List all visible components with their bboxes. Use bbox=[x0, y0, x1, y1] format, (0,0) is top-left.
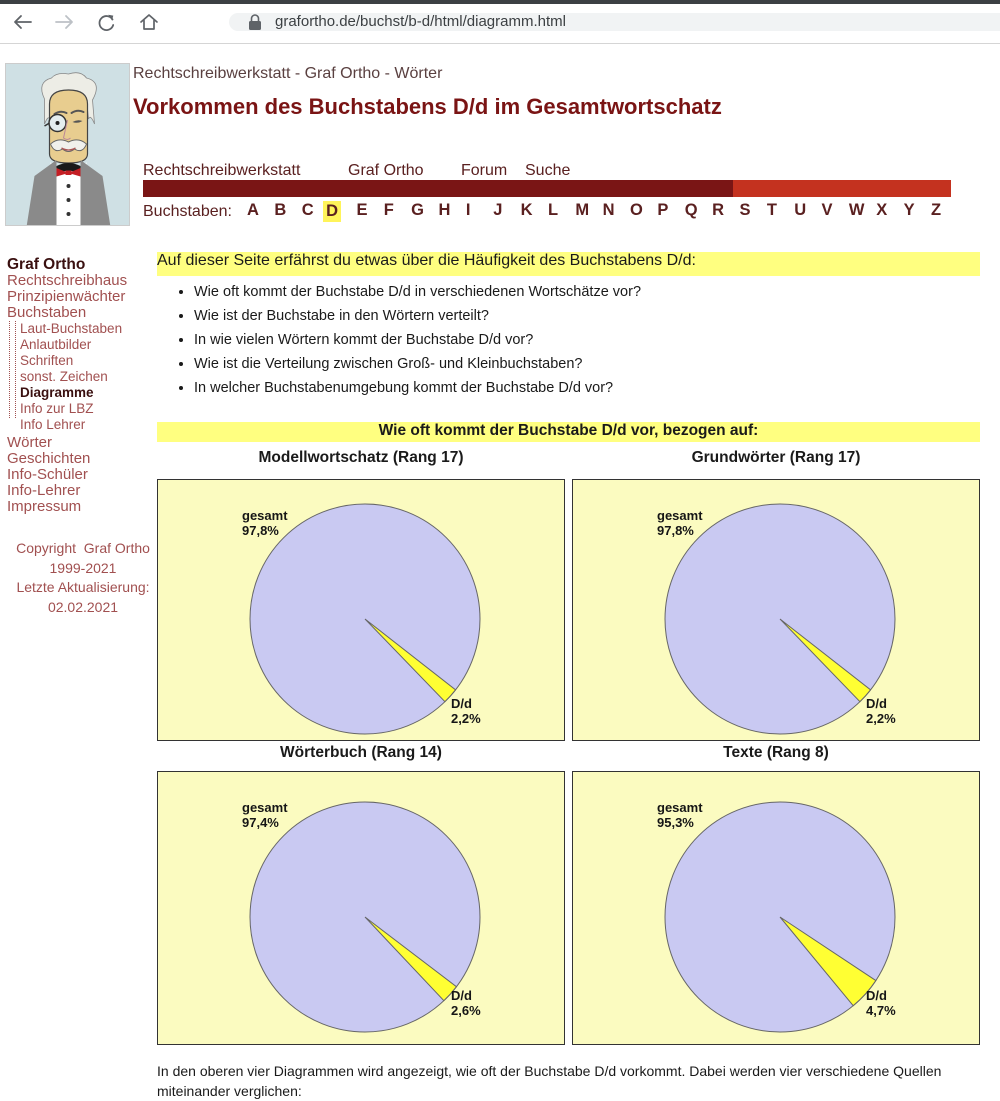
svg-text:2,2%: 2,2% bbox=[451, 711, 481, 726]
svg-text:95,3%: 95,3% bbox=[657, 815, 694, 830]
svg-text:D/d: D/d bbox=[451, 696, 472, 711]
svg-text:2,2%: 2,2% bbox=[866, 711, 896, 726]
svg-text:97,4%: 97,4% bbox=[242, 815, 279, 830]
svg-text:D/d: D/d bbox=[451, 988, 472, 1003]
svg-text:gesamt: gesamt bbox=[657, 508, 703, 523]
svg-text:gesamt: gesamt bbox=[242, 508, 288, 523]
svg-text:2,6%: 2,6% bbox=[451, 1003, 481, 1018]
svg-text:D/d: D/d bbox=[866, 988, 887, 1003]
svg-text:D/d: D/d bbox=[866, 696, 887, 711]
svg-text:97,8%: 97,8% bbox=[242, 523, 279, 538]
svg-text:gesamt: gesamt bbox=[242, 800, 288, 815]
svg-text:97,8%: 97,8% bbox=[657, 523, 694, 538]
svg-text:4,7%: 4,7% bbox=[866, 1003, 896, 1018]
svg-text:gesamt: gesamt bbox=[657, 800, 703, 815]
